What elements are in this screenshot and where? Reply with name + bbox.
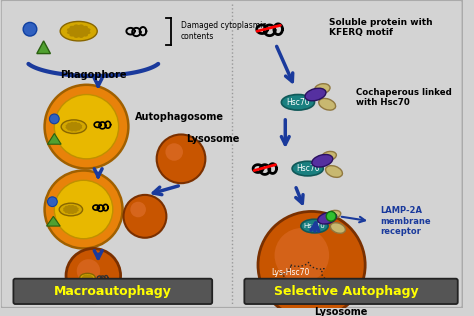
Ellipse shape (326, 166, 342, 177)
Circle shape (124, 195, 166, 238)
Text: Hsc70: Hsc70 (296, 164, 319, 173)
Text: Lysosome: Lysosome (186, 134, 239, 144)
Ellipse shape (318, 213, 337, 224)
Polygon shape (46, 216, 60, 226)
Ellipse shape (330, 223, 346, 233)
Text: Hsc70: Hsc70 (286, 98, 310, 107)
Text: Phagophore: Phagophore (60, 70, 127, 80)
Ellipse shape (59, 203, 82, 216)
Circle shape (258, 211, 365, 316)
Circle shape (326, 211, 336, 221)
Ellipse shape (292, 161, 323, 176)
Circle shape (130, 202, 146, 217)
Text: Lysosome: Lysosome (314, 307, 367, 316)
Circle shape (66, 248, 120, 303)
Circle shape (55, 94, 118, 159)
Ellipse shape (61, 120, 86, 133)
Ellipse shape (327, 210, 341, 218)
Circle shape (77, 259, 100, 283)
Polygon shape (37, 41, 50, 54)
Ellipse shape (80, 273, 95, 282)
Text: Soluble protein with
KFERQ motif: Soluble protein with KFERQ motif (329, 18, 433, 37)
FancyBboxPatch shape (1, 0, 463, 308)
Circle shape (49, 114, 59, 124)
Polygon shape (66, 123, 82, 131)
Ellipse shape (322, 151, 337, 161)
Text: LAMP-2A
membrane
receptor: LAMP-2A membrane receptor (380, 206, 430, 236)
Circle shape (274, 228, 329, 283)
Ellipse shape (282, 94, 315, 110)
Text: Lys-Hsc70: Lys-Hsc70 (271, 268, 310, 277)
Text: Autophagosome: Autophagosome (135, 112, 224, 122)
Circle shape (45, 171, 123, 248)
Circle shape (165, 143, 183, 161)
Text: Hsc70: Hsc70 (304, 223, 325, 229)
Polygon shape (68, 25, 90, 37)
Polygon shape (83, 275, 92, 280)
Text: Macroautophagy: Macroautophagy (54, 285, 172, 298)
Ellipse shape (305, 88, 326, 101)
Polygon shape (47, 133, 61, 144)
Text: Selective Autophagy: Selective Autophagy (274, 285, 419, 298)
Text: Cochaperous linked
with Hsc70: Cochaperous linked with Hsc70 (356, 88, 452, 107)
Polygon shape (64, 206, 78, 213)
Circle shape (55, 180, 113, 239)
Text: Damaged cytoplasmic
contents: Damaged cytoplasmic contents (181, 21, 266, 41)
FancyBboxPatch shape (245, 279, 458, 304)
FancyBboxPatch shape (13, 279, 212, 304)
Ellipse shape (312, 155, 333, 167)
Ellipse shape (301, 219, 328, 233)
Circle shape (23, 22, 37, 36)
Circle shape (47, 197, 57, 207)
Circle shape (45, 85, 128, 168)
Ellipse shape (315, 84, 330, 94)
Circle shape (156, 135, 205, 183)
Ellipse shape (60, 21, 97, 41)
Ellipse shape (319, 98, 336, 110)
Text: Autolysosome: Autolysosome (57, 290, 129, 299)
